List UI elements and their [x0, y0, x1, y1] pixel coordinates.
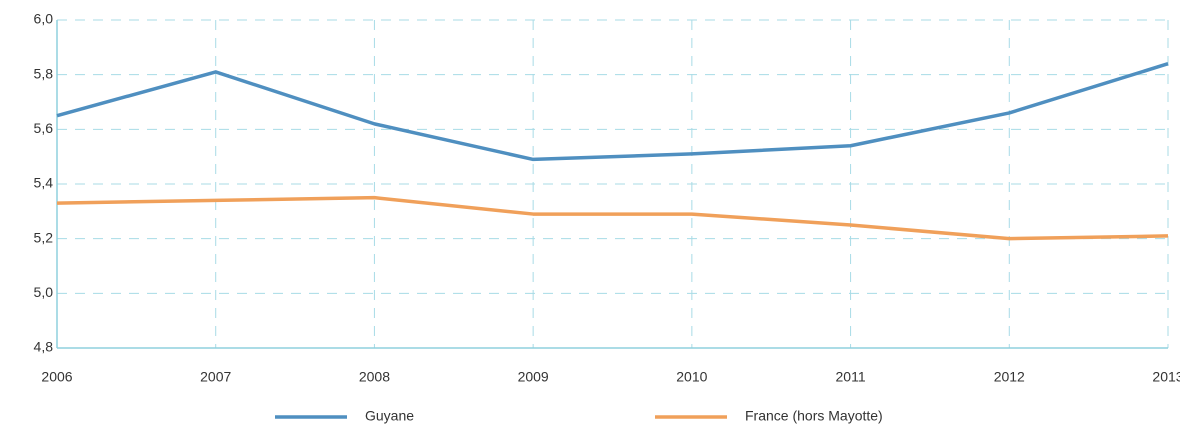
y-tick-label: 5,0 — [34, 284, 54, 300]
x-tick-label: 2006 — [41, 369, 72, 385]
y-tick-label: 4,8 — [34, 339, 54, 355]
legend-label: Guyane — [365, 408, 414, 424]
x-tick-label: 2011 — [836, 369, 866, 385]
y-tick-label: 6,0 — [34, 11, 54, 27]
x-tick-label: 2009 — [518, 369, 549, 385]
legend-label: France (hors Mayotte) — [745, 408, 883, 424]
series-line — [56, 62, 1169, 162]
x-tick-label: 2012 — [994, 369, 1025, 385]
x-tick-label: 2010 — [676, 369, 707, 385]
y-tick-label: 5,8 — [34, 65, 54, 81]
y-tick-label: 5,2 — [34, 229, 54, 245]
y-tick-label: 5,6 — [34, 120, 54, 136]
x-tick-label: 2008 — [359, 369, 390, 385]
x-tick-label: 2007 — [200, 369, 231, 385]
y-tick-label: 5,4 — [34, 175, 54, 191]
x-tick-label: 2013 — [1152, 369, 1180, 385]
series-line — [56, 195, 1169, 241]
